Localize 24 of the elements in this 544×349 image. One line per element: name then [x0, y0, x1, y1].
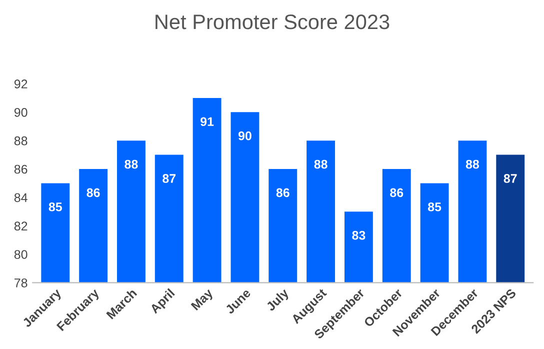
y-tick-label: 84: [14, 193, 28, 202]
data-label: 87: [162, 174, 176, 183]
data-label: 83: [352, 230, 366, 240]
data-label: 88: [466, 160, 480, 169]
x-tick-label: May: [190, 288, 216, 312]
data-label: 91: [200, 117, 214, 126]
y-tick-label: 88: [14, 136, 28, 146]
data-label: 87: [504, 174, 517, 183]
data-label: 86: [390, 188, 404, 198]
y-tick-label: 80: [14, 250, 28, 259]
data-label: 85: [48, 202, 62, 212]
data-label: 86: [276, 188, 290, 198]
chart-title: Net Promoter Score 2023: [156, 14, 390, 30]
y-tick-label: 92: [14, 80, 28, 88]
y-tick-label: 86: [14, 164, 28, 174]
y-tick-label: 90: [14, 108, 28, 117]
y-tick-label: 82: [14, 222, 28, 231]
data-label: 85: [428, 202, 442, 212]
data-label: 88: [124, 160, 138, 169]
data-label: 88: [314, 160, 328, 169]
y-tick-label: 78: [14, 278, 28, 288]
data-label: 86: [86, 188, 100, 198]
x-tick-label: July: [265, 288, 292, 314]
data-label: 90: [238, 131, 252, 140]
